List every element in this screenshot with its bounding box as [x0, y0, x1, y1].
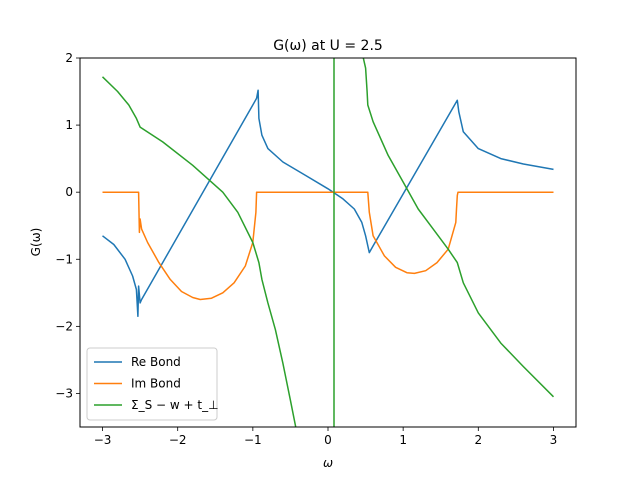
y-tick-label: −1 — [55, 252, 73, 266]
x-tick-label: −3 — [94, 433, 112, 447]
y-tick-label: 2 — [65, 51, 73, 65]
x-tick-label: −2 — [169, 433, 187, 447]
legend-box — [86, 347, 218, 421]
y-tick-label: −2 — [55, 319, 73, 333]
x-tick-label: 1 — [399, 433, 407, 447]
y-tick-label: −3 — [55, 386, 73, 400]
y-axis-ticks: −3 −2 −1 0 1 2 — [55, 51, 80, 400]
series-line-2-segment-2 — [362, 58, 555, 398]
y-tick-label: 1 — [65, 118, 73, 132]
x-tick-label: 2 — [474, 433, 482, 447]
series-line-1-segment-0 — [102, 191, 554, 301]
legend: Re Bond Im Bond Σ_S − w + t_⊥ — [86, 347, 219, 421]
x-axis-ticks: −3 −2 −1 0 1 2 3 — [94, 427, 558, 447]
series-line-0-segment-0 — [102, 89, 554, 318]
x-tick-label: 3 — [550, 433, 558, 447]
x-tick-label: 0 — [324, 433, 332, 447]
x-tick-label: −1 — [244, 433, 262, 447]
series-line-2-segment-0 — [101, 76, 297, 427]
y-axis-label: G(ω) — [29, 228, 43, 257]
chart-title: G(ω) at U = 2.5 — [273, 38, 383, 54]
legend-label: Im Bond — [131, 377, 181, 391]
legend-label: Σ_S − w + t_⊥ — [131, 398, 219, 412]
plot-area — [101, 58, 555, 427]
x-axis-label: ω — [323, 456, 333, 470]
y-tick-label: 0 — [65, 185, 73, 199]
legend-label: Re Bond — [131, 355, 181, 369]
